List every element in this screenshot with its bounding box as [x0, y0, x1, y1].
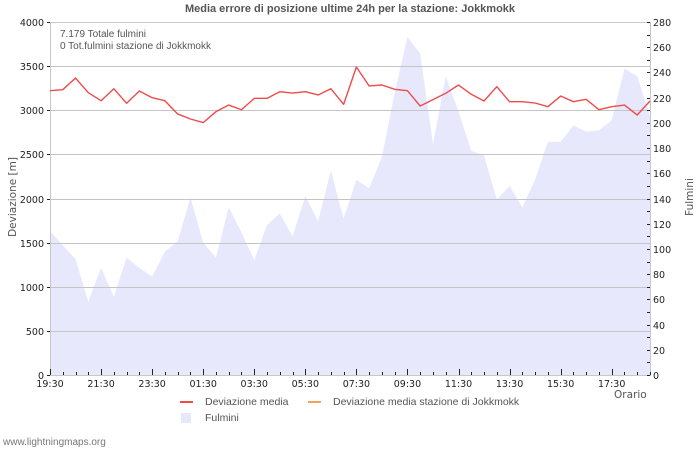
legend-label: Deviazione media [205, 396, 289, 408]
station-strikes-annotation: 0 Tot.fulmini stazione di Jokkmokk [60, 41, 211, 52]
x-tick-label: 23:30 [138, 379, 165, 390]
x-tick-label: 05:30 [292, 379, 319, 390]
x-tick-label: 03:30 [241, 379, 268, 390]
x-tick-label: 21:30 [87, 379, 114, 390]
y-right-tick-label: 140 [653, 195, 671, 206]
y-left-tick-label: 2500 [20, 150, 44, 161]
chart-title: Media errore di posizione ultime 24h per… [184, 3, 516, 15]
legend-item-deviazione-media[interactable]: Deviazione media [180, 396, 288, 408]
legend-line-swatch-red [180, 401, 193, 403]
y-right-tick-label: 240 [653, 68, 671, 79]
plot-border [50, 22, 651, 376]
y-left-tick-label: 0 [38, 371, 44, 382]
y-right-tick-label: 100 [653, 245, 671, 256]
y-left-tick-label: 500 [26, 327, 44, 338]
y-right-tick-label: 260 [653, 43, 671, 54]
footer-site-link[interactable]: www.lightningmaps.org [3, 437, 106, 448]
y-right-tick-label: 160 [653, 169, 671, 180]
y-right-tick-label: 60 [653, 295, 665, 306]
y-right-tick-label: 200 [653, 119, 671, 130]
y-left-tick-label: 3000 [20, 106, 44, 117]
y-right-tick-label: 40 [653, 321, 665, 332]
y-right-tick-label: 280 [653, 18, 671, 29]
x-tick-label: 13:30 [496, 379, 523, 390]
legend-item-deviazione-stazione[interactable]: Deviazione media stazione di Jokkmokk [308, 396, 519, 408]
y-left-tick-label: 3500 [20, 62, 44, 73]
total-strikes-annotation: 7.179 Totale fulmini [60, 29, 146, 40]
y-right-tick-label: 220 [653, 94, 671, 105]
legend-label: Deviazione media stazione di Jokkmokk [333, 396, 520, 408]
legend-item-fulmini[interactable]: Fulmini [180, 412, 239, 424]
x-tick-label: 11:30 [445, 379, 472, 390]
y-left-tick-label: 4000 [20, 18, 44, 29]
y-left-tick-label: 1000 [20, 283, 44, 294]
y-right-tick-label: 0 [653, 371, 659, 382]
x-tick-label: 09:30 [394, 379, 421, 390]
y-right-tick-label: 120 [653, 220, 671, 231]
y-right-tick-label: 20 [653, 346, 665, 357]
x-tick-label: 15:30 [547, 379, 574, 390]
y-axis-right-title: Fulmini [684, 178, 696, 216]
x-tick-label: 07:30 [343, 379, 370, 390]
y-left-tick-label: 2000 [20, 195, 44, 206]
legend-label: Fulmini [205, 412, 239, 424]
y-right-tick-label: 180 [653, 144, 671, 155]
legend-area-swatch [181, 413, 191, 423]
fulmini-area [50, 37, 650, 375]
x-tick-label: 01:30 [189, 379, 216, 390]
y-right-tick-label: 80 [653, 270, 665, 281]
deviazione-media-line [49, 66, 651, 124]
x-tick-label: 17:30 [598, 379, 625, 390]
x-tick-label: 19:30 [36, 379, 63, 390]
legend-line-swatch-orange [308, 401, 321, 403]
y-axis-left-title: Deviazione [m] [7, 157, 19, 237]
x-axis-title: Orario [614, 389, 647, 401]
y-left-tick-label: 1500 [20, 239, 44, 250]
